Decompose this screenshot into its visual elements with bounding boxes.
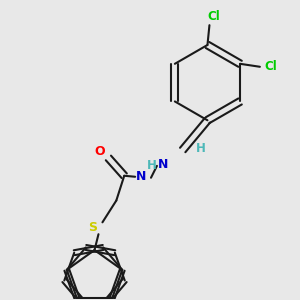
Text: H: H (147, 159, 157, 172)
Text: Cl: Cl (207, 10, 220, 23)
Text: H: H (196, 142, 206, 154)
Text: Cl: Cl (264, 60, 277, 73)
Text: O: O (94, 146, 105, 158)
Text: S: S (88, 221, 97, 234)
Text: N: N (158, 158, 168, 171)
Text: N: N (136, 170, 146, 183)
